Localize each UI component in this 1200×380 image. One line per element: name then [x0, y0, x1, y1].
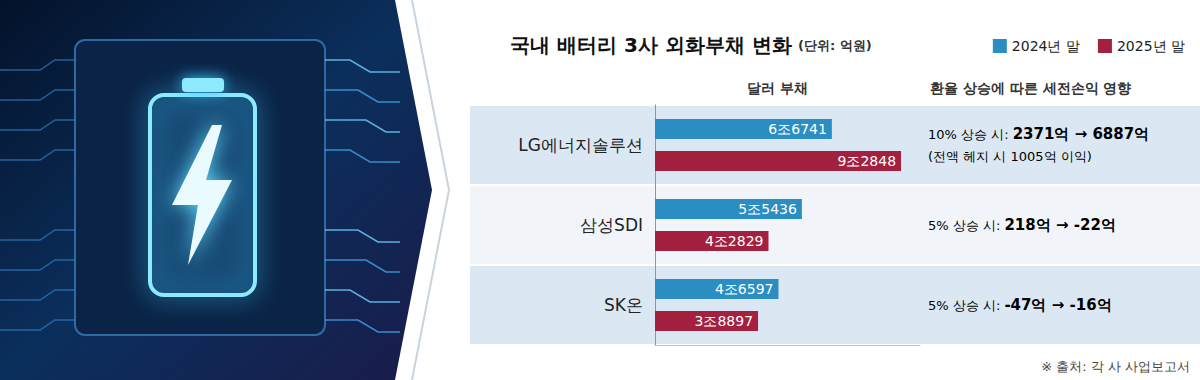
svg-text:2025년 말: 2025년 말	[1117, 38, 1185, 54]
svg-text:환율 상승에 따른 세전손익 영향: 환율 상승에 따른 세전손익 영향	[930, 80, 1132, 96]
svg-text:4조2829: 4조2829	[705, 233, 764, 249]
svg-text:SK온: SK온	[604, 295, 643, 315]
svg-text:(전액 헤지 시 1005억 이익): (전액 헤지 시 1005억 이익)	[928, 149, 1092, 164]
svg-text:218억 → -22억: 218억 → -22억	[1004, 216, 1115, 234]
svg-text:5조5436: 5조5436	[738, 201, 797, 217]
svg-text:달러 부채: 달러 부채	[747, 80, 808, 96]
svg-text:2371억 → 6887억: 2371억 → 6887억	[1013, 125, 1150, 143]
svg-text:5% 상승 시:: 5% 상승 시:	[928, 218, 1004, 233]
svg-text:LG에너지솔루션: LG에너지솔루션	[518, 135, 643, 155]
svg-text:3조8897: 3조8897	[695, 313, 754, 329]
svg-text:(단위: 억원): (단위: 억원)	[798, 38, 872, 53]
svg-text:9조2848: 9조2848	[838, 153, 897, 169]
svg-text:2024년 말: 2024년 말	[1012, 38, 1080, 54]
svg-text:6조6741: 6조6741	[768, 121, 827, 137]
svg-text:※ 출처: 각 사 사업보고서: ※ 출처: 각 사 사업보고서	[1041, 359, 1190, 374]
svg-text:4조6597: 4조6597	[715, 281, 774, 297]
svg-text:삼성SDI: 삼성SDI	[580, 215, 643, 235]
svg-text:국내 배터리 3사 외화부채 변화: 국내 배터리 3사 외화부채 변화	[510, 33, 792, 57]
svg-text:-47억 → -16억: -47억 → -16억	[1004, 296, 1111, 314]
svg-text:5% 상승 시:: 5% 상승 시:	[928, 298, 1004, 313]
svg-text:10% 상승 시:: 10% 상승 시:	[928, 127, 1013, 142]
